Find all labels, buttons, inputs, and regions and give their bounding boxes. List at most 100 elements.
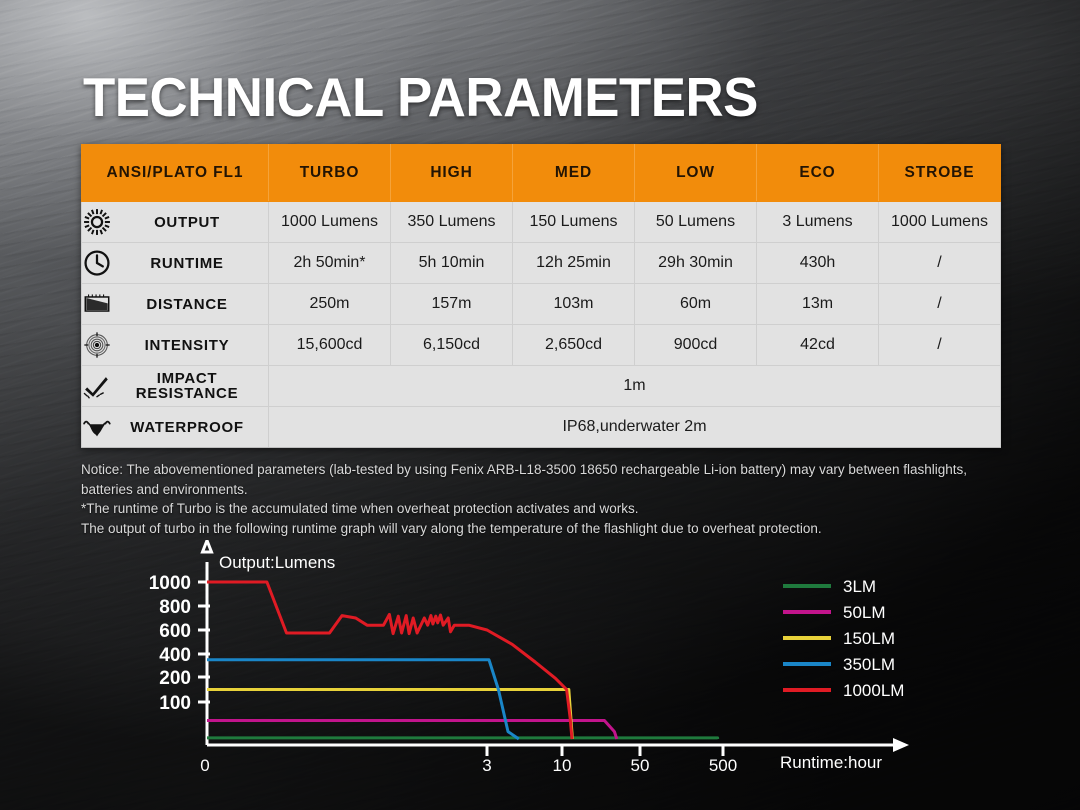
cell-runtime-strobe: / <box>878 242 1001 284</box>
row-label-text-output: OUTPUT <box>154 213 220 231</box>
legend-label-350lm: 350LM <box>843 655 895 674</box>
cell-output-low: 50 Lumens <box>634 201 757 243</box>
specifications-table: ANSI/PLATO FL1 TURBO HIGH MED LOW ECO ST… <box>81 144 1001 448</box>
y-tick-label-1000: 1000 <box>149 573 191 594</box>
x-tick-label-500: 500 <box>709 756 737 775</box>
cell-output-med: 150 Lumens <box>512 201 635 243</box>
page-title: TECHNICAL PARAMETERS <box>83 66 758 128</box>
cell-runtime-low: 29h 30min <box>634 242 757 284</box>
cell-output-turbo: 1000 Lumens <box>268 201 391 243</box>
y-tick-label-100: 100 <box>159 693 191 714</box>
y-axis-arrow <box>200 540 214 554</box>
cell-distance-turbo: 250m <box>268 283 391 325</box>
column-header-strobe: STROBE <box>878 144 1001 202</box>
notice-line-1: Notice: The abovementioned parameters (l… <box>81 462 967 497</box>
cell-intensity-low: 900cd <box>634 324 757 366</box>
cell-intensity-high: 6,150cd <box>390 324 513 366</box>
x-tick-label-3: 3 <box>482 756 491 775</box>
legend-label-50lm: 50LM <box>843 603 886 622</box>
runtime-graph-svg: 1000 800 600 400 200 100 0 3 10 50 500 O <box>149 540 909 775</box>
x-tick-label-0: 0 <box>200 756 209 775</box>
cell-output-strobe: 1000 Lumens <box>878 201 1001 243</box>
table-body: OUTPUT 1000 Lumens 350 Lumens 150 Lumens… <box>81 201 1001 448</box>
cell-output-high: 350 Lumens <box>390 201 513 243</box>
cell-runtime-med: 12h 25min <box>512 242 635 284</box>
table-row-waterproof: WATERPROOF IP68,underwater 2m <box>81 406 1001 448</box>
legend-label-1000lm: 1000LM <box>843 681 904 700</box>
runtime-graph: 1000 800 600 400 200 100 0 3 10 50 500 O <box>0 540 1080 810</box>
cell-distance-strobe: / <box>878 283 1001 325</box>
x-axis-ticks: 0 3 10 50 500 <box>200 745 737 775</box>
row-label-text-waterproof: WATERPROOF <box>130 418 244 436</box>
row-label-text-impact-resistance: IMPACT RESISTANCE <box>122 371 268 401</box>
row-label-text-intensity: INTENSITY <box>144 336 230 354</box>
cell-runtime-high: 5h 10min <box>390 242 513 284</box>
y-tick-label-400: 400 <box>159 645 191 666</box>
x-axis-title: Runtime:hour <box>780 753 882 772</box>
series-line-50lm <box>207 719 619 740</box>
notice-line-2: *The runtime of Turbo is the accumulated… <box>81 501 639 516</box>
y-tick-label-600: 600 <box>159 621 191 642</box>
row-label-text-distance: DISTANCE <box>146 295 228 313</box>
row-label-distance: DISTANCE <box>81 283 269 325</box>
beam-distance-icon <box>84 294 110 312</box>
waterproof-icon <box>83 420 111 437</box>
sun-icon <box>84 209 110 235</box>
impact-label-line2: RESISTANCE <box>135 385 239 402</box>
y-axis-ticks: 1000 800 600 400 200 100 <box>149 573 210 714</box>
row-label-text-runtime: RUNTIME <box>150 254 224 272</box>
notice-line-3: The output of turbo in the following run… <box>81 520 822 536</box>
table-header: ANSI/PLATO FL1 TURBO HIGH MED LOW ECO ST… <box>81 144 1001 202</box>
y-tick-label-800: 800 <box>159 597 191 618</box>
cell-distance-low: 60m <box>634 283 757 325</box>
cell-intensity-eco: 42cd <box>756 324 879 366</box>
table-header-row: ANSI/PLATO FL1 TURBO HIGH MED LOW ECO ST… <box>81 144 1001 202</box>
cell-distance-med: 103m <box>512 283 635 325</box>
table-row-impact-resistance: IMPACT RESISTANCE 1m <box>81 365 1001 407</box>
chart-legend: 3LM 50LM 150LM 350LM 1000LM <box>783 577 904 700</box>
row-label-impact-resistance: IMPACT RESISTANCE <box>81 365 269 407</box>
column-header-high: HIGH <box>390 144 513 202</box>
column-header-ansi-plato-fl1: ANSI/PLATO FL1 <box>81 144 269 202</box>
y-axis-title: Output:Lumens <box>219 553 335 572</box>
row-label-waterproof: WATERPROOF <box>81 406 269 448</box>
cell-impact-resistance-value: 1m <box>268 365 1001 407</box>
row-label-runtime: RUNTIME <box>81 242 269 284</box>
impact-label-line1: IMPACT <box>156 370 218 387</box>
cell-runtime-eco: 430h <box>756 242 879 284</box>
x-tick-label-10: 10 <box>553 756 572 775</box>
notice-block: Notice: The abovementioned parameters (l… <box>81 460 1006 538</box>
y-tick-label-200: 200 <box>159 668 191 689</box>
table-row-output: OUTPUT 1000 Lumens 350 Lumens 150 Lumens… <box>81 201 1001 243</box>
series-line-350lm <box>207 658 520 741</box>
cell-waterproof-value: IP68,underwater 2m <box>268 406 1001 448</box>
cell-intensity-turbo: 15,600cd <box>268 324 391 366</box>
target-intensity-icon <box>84 332 110 358</box>
cell-distance-high: 157m <box>390 283 513 325</box>
legend-label-3lm: 3LM <box>843 577 876 596</box>
cell-intensity-med: 2,650cd <box>512 324 635 366</box>
row-label-output: OUTPUT <box>81 201 269 243</box>
impact-resistance-icon <box>83 377 108 399</box>
column-header-turbo: TURBO <box>268 144 391 202</box>
column-header-med: MED <box>512 144 635 202</box>
series-line-3lm <box>207 736 720 740</box>
series-line-1000lm <box>207 580 574 740</box>
column-header-eco: ECO <box>756 144 879 202</box>
x-axis-arrow <box>893 738 909 752</box>
clock-icon <box>84 250 110 276</box>
table-row-runtime: RUNTIME 2h 50min* 5h 10min 12h 25min 29h… <box>81 242 1001 284</box>
cell-intensity-strobe: / <box>878 324 1001 366</box>
chart-series-group <box>207 580 720 741</box>
cell-distance-eco: 13m <box>756 283 879 325</box>
table-row-distance: DISTANCE 250m 157m 103m 60m 13m / <box>81 283 1001 325</box>
x-tick-label-50: 50 <box>631 756 650 775</box>
series-line-150lm <box>207 688 574 740</box>
table-row-intensity: INTENSITY 15,600cd 6,150cd 2,650cd 900cd… <box>81 324 1001 366</box>
row-label-intensity: INTENSITY <box>81 324 269 366</box>
cell-output-eco: 3 Lumens <box>756 201 879 243</box>
legend-label-150lm: 150LM <box>843 629 895 648</box>
column-header-low: LOW <box>634 144 757 202</box>
cell-runtime-turbo: 2h 50min* <box>268 242 391 284</box>
